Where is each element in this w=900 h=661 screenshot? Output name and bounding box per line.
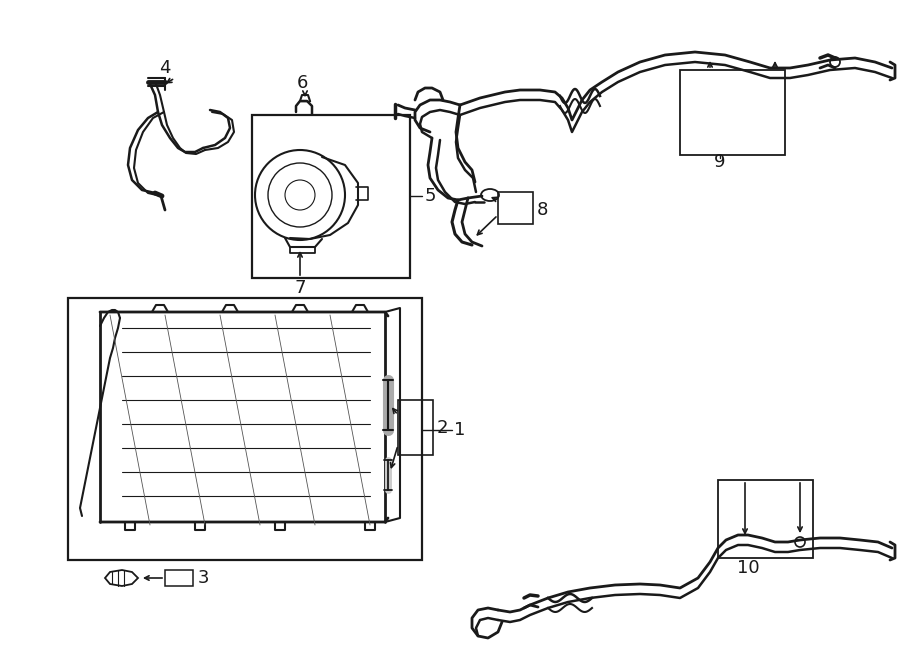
Text: 2: 2 <box>437 419 448 437</box>
Bar <box>398 400 433 455</box>
Text: 10: 10 <box>737 559 760 577</box>
Bar <box>165 570 193 586</box>
Bar <box>252 115 410 278</box>
Bar <box>718 480 813 558</box>
Text: 7: 7 <box>294 279 306 297</box>
Text: 8: 8 <box>537 201 548 219</box>
Bar <box>498 192 533 224</box>
Bar <box>680 70 785 155</box>
Text: 5: 5 <box>425 187 436 205</box>
Text: 4: 4 <box>159 59 171 77</box>
Text: 9: 9 <box>715 153 725 171</box>
Bar <box>68 298 422 560</box>
Text: 1: 1 <box>454 421 465 439</box>
Text: 3: 3 <box>198 569 210 587</box>
Text: 6: 6 <box>296 74 308 92</box>
